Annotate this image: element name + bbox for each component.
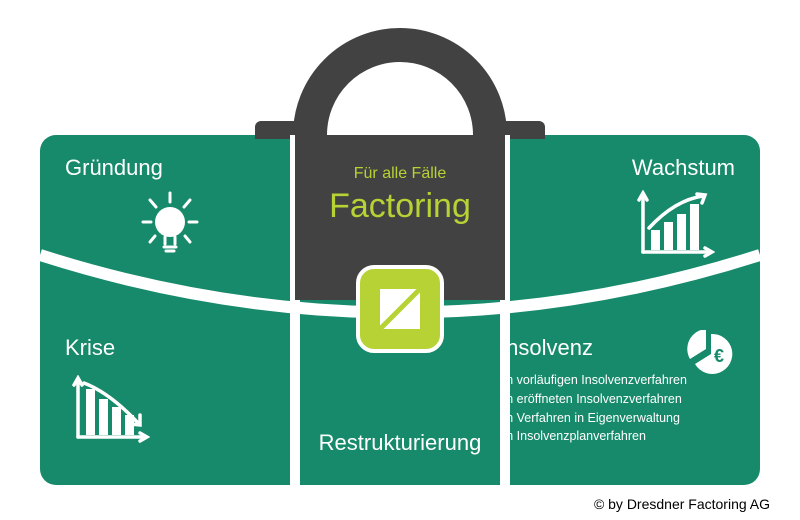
panel-restrukturierung: Restrukturierung	[300, 430, 500, 464]
pie-euro-icon: €	[687, 330, 735, 378]
briefcase-body: Für alle Fälle Factoring Gründung	[40, 135, 760, 485]
list-item: im Insolvenzplanverfahren	[500, 427, 735, 446]
briefcase-infographic: Für alle Fälle Factoring Gründung	[40, 15, 760, 485]
lightbulb-icon	[140, 190, 200, 260]
decline-chart-icon	[70, 375, 150, 445]
panel-title: Gründung	[65, 155, 275, 181]
copyright-text: © by Dresdner Factoring AG	[594, 496, 770, 512]
panel-title: Restrukturierung	[300, 430, 500, 456]
center-subtitle: Für alle Fälle	[295, 165, 505, 183]
insolvenz-list: im vorläufigen Insolvenzverfahren im erö…	[500, 371, 735, 446]
briefcase-handle	[280, 15, 520, 135]
growth-chart-icon	[635, 190, 715, 260]
svg-text:€: €	[714, 346, 724, 366]
list-item: im eröffneten Insolvenzverfahren	[500, 390, 735, 409]
center-title: Factoring	[295, 187, 505, 226]
list-item: im Verfahren in Eigenverwaltung	[500, 409, 735, 428]
panel-title: Krise	[65, 335, 275, 361]
panel-gruendung: Gründung	[65, 155, 275, 189]
panel-title: Wachstum	[525, 155, 735, 181]
panel-wachstum: Wachstum	[525, 155, 735, 189]
panel-krise: Krise	[65, 335, 275, 369]
logo-icon	[373, 282, 427, 336]
logo-badge	[356, 265, 444, 353]
